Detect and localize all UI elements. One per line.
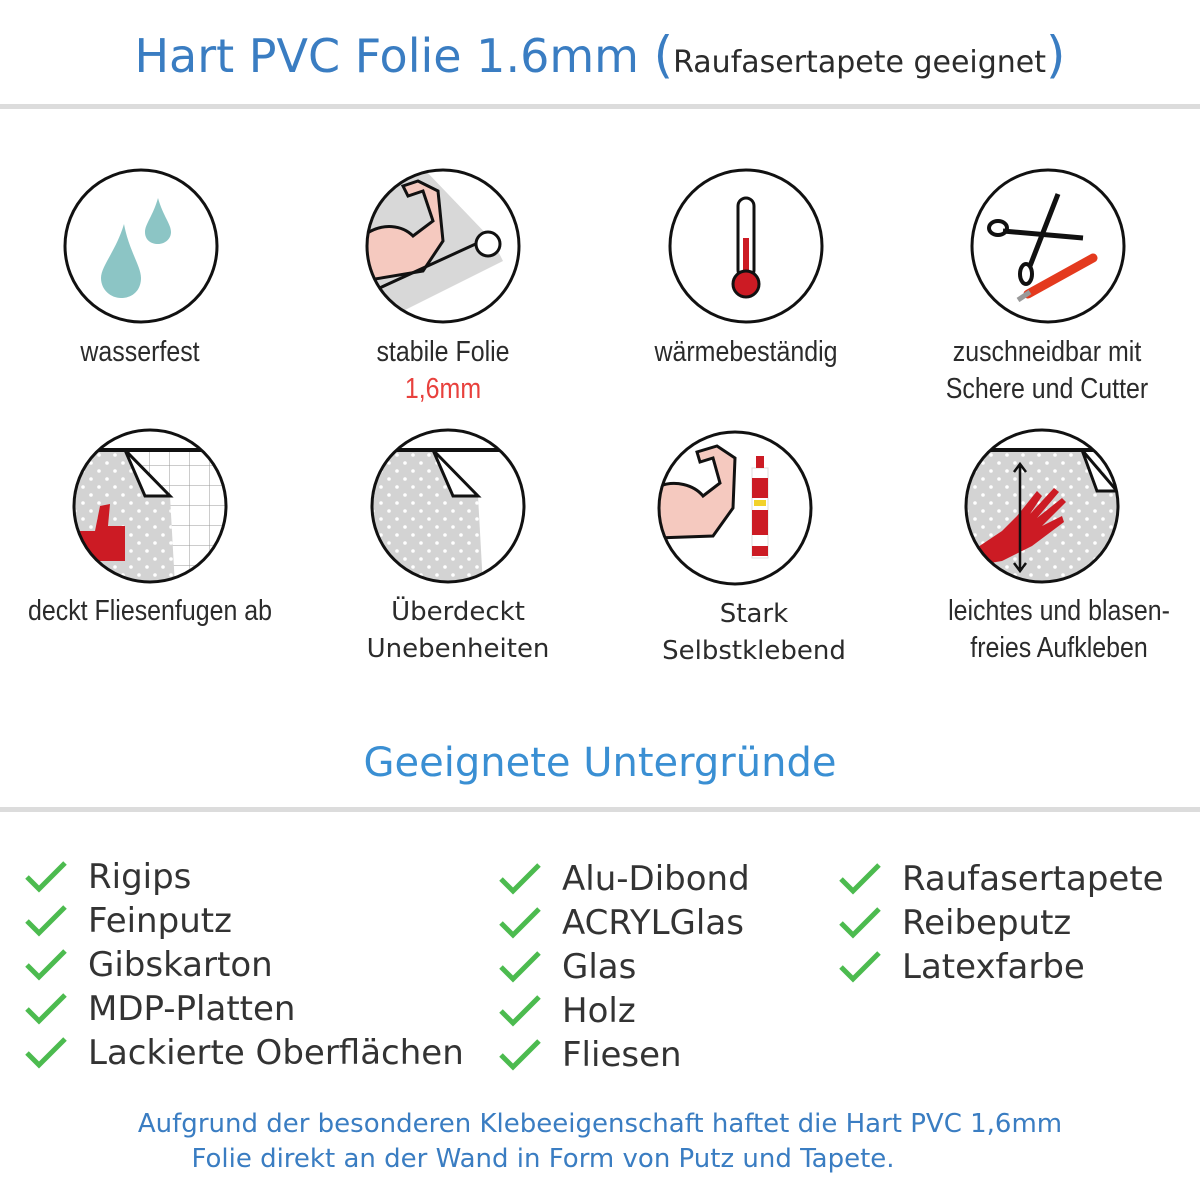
surfaces-column-3: Raufasertapete Reibeputz Latexfarbe bbox=[838, 857, 1164, 989]
surface-label: Fliesen bbox=[562, 1035, 682, 1075]
check-icon bbox=[839, 907, 881, 939]
check-icon bbox=[499, 995, 541, 1027]
surfaces-column-1: Rigips Feinputz Gibskarton MDP-Platten Lacki… bbox=[24, 855, 464, 1075]
thickness-highlight: 1,6mm bbox=[404, 373, 482, 405]
feature-label-waermebestaendig: wärmebeständig bbox=[654, 336, 838, 368]
surface-label: Raufasertapete bbox=[902, 859, 1164, 899]
surface-list-item: Feinputz bbox=[24, 899, 464, 943]
check-icon bbox=[25, 1037, 67, 1069]
page-title: Hart PVC Folie 1.6mm (Raufasertapete gee… bbox=[0, 26, 1200, 84]
peeling-film-icon bbox=[368, 426, 528, 586]
footer-note-line-2: Folie direkt an der Wand in Form von Put… bbox=[191, 1144, 895, 1174]
check-icon bbox=[25, 993, 67, 1025]
surface-list-item: Rigips bbox=[24, 855, 464, 899]
surface-list-item: Holz bbox=[498, 989, 750, 1033]
surface-label: Lackierte Oberflächen bbox=[88, 1033, 464, 1073]
surface-list-item: Glas bbox=[498, 945, 750, 989]
surface-label: Latexfarbe bbox=[902, 947, 1085, 987]
surface-list-item: Fliesen bbox=[498, 1033, 750, 1077]
surface-list-item: Gibskarton bbox=[24, 943, 464, 987]
strong-arm-glue-icon bbox=[655, 428, 815, 588]
surface-label: MDP-Platten bbox=[88, 989, 296, 1029]
feature-label-aufkleben: leichtes und blasen-freies Aufkleben bbox=[948, 595, 1170, 664]
surface-list-item: Lackierte Oberflächen bbox=[24, 1031, 464, 1075]
footer-note-line-1: Aufgrund der besonderen Klebeeigenschaft… bbox=[137, 1109, 1063, 1139]
feature-label-selbstklebend: Stark Selbstklebend bbox=[662, 599, 846, 666]
check-icon bbox=[25, 905, 67, 937]
surfaces-heading: Geeignete Untergründe bbox=[363, 740, 837, 786]
surface-label: Feinputz bbox=[88, 901, 232, 941]
surface-list-item: Latexfarbe bbox=[838, 945, 1164, 989]
check-icon bbox=[839, 863, 881, 895]
check-icon bbox=[499, 951, 541, 983]
surface-label: Reibeputz bbox=[902, 903, 1072, 943]
surface-label: Rigips bbox=[88, 857, 192, 897]
divider bbox=[0, 807, 1200, 812]
scissors-cutter-icon bbox=[968, 166, 1128, 326]
title-sub: Raufasertapete geeignet bbox=[673, 45, 1047, 80]
feature-label-fliesenfugen: deckt Fliesenfugen ab bbox=[27, 595, 273, 627]
strong-arm-film-roll-icon bbox=[363, 166, 523, 326]
check-icon bbox=[499, 1039, 541, 1071]
surface-list-item: Raufasertapete bbox=[838, 857, 1164, 901]
feature-label-zuschneidbar: zuschneidbar mit Schere und Cutter bbox=[945, 336, 1149, 405]
feature-label-stabile-folie: stabile Folie 1,6mm bbox=[314, 334, 572, 408]
thermometer-icon bbox=[666, 166, 826, 326]
surface-list-item: Reibeputz bbox=[838, 901, 1164, 945]
feature-label-wasserfest: wasserfest bbox=[80, 336, 200, 368]
paren-close: ) bbox=[1046, 26, 1066, 84]
surface-label: Holz bbox=[562, 991, 636, 1031]
water-drops-icon bbox=[61, 166, 221, 326]
check-icon bbox=[25, 861, 67, 893]
check-icon bbox=[499, 907, 541, 939]
surface-list-item: MDP-Platten bbox=[24, 987, 464, 1031]
surface-label: Glas bbox=[562, 947, 637, 987]
surface-label: ACRYLGlas bbox=[562, 903, 744, 943]
title-main: Hart PVC Folie 1.6mm bbox=[134, 29, 639, 83]
check-icon bbox=[25, 949, 67, 981]
surfaces-column-2: Alu-Dibond ACRYLGlas Glas Holz Fliesen bbox=[498, 857, 750, 1077]
check-icon bbox=[499, 863, 541, 895]
divider bbox=[0, 104, 1200, 109]
surface-label: Gibskarton bbox=[88, 945, 273, 985]
feature-label-unebenheiten: Überdeckt Unebenheiten bbox=[366, 597, 550, 664]
tile-cover-thumbs-up-icon bbox=[70, 426, 230, 586]
paren-open: ( bbox=[653, 26, 674, 84]
surface-label: Alu-Dibond bbox=[562, 859, 750, 899]
hand-smoothing-film-icon bbox=[962, 426, 1122, 586]
surface-list-item: Alu-Dibond bbox=[498, 857, 750, 901]
check-icon bbox=[839, 951, 881, 983]
surface-list-item: ACRYLGlas bbox=[498, 901, 750, 945]
